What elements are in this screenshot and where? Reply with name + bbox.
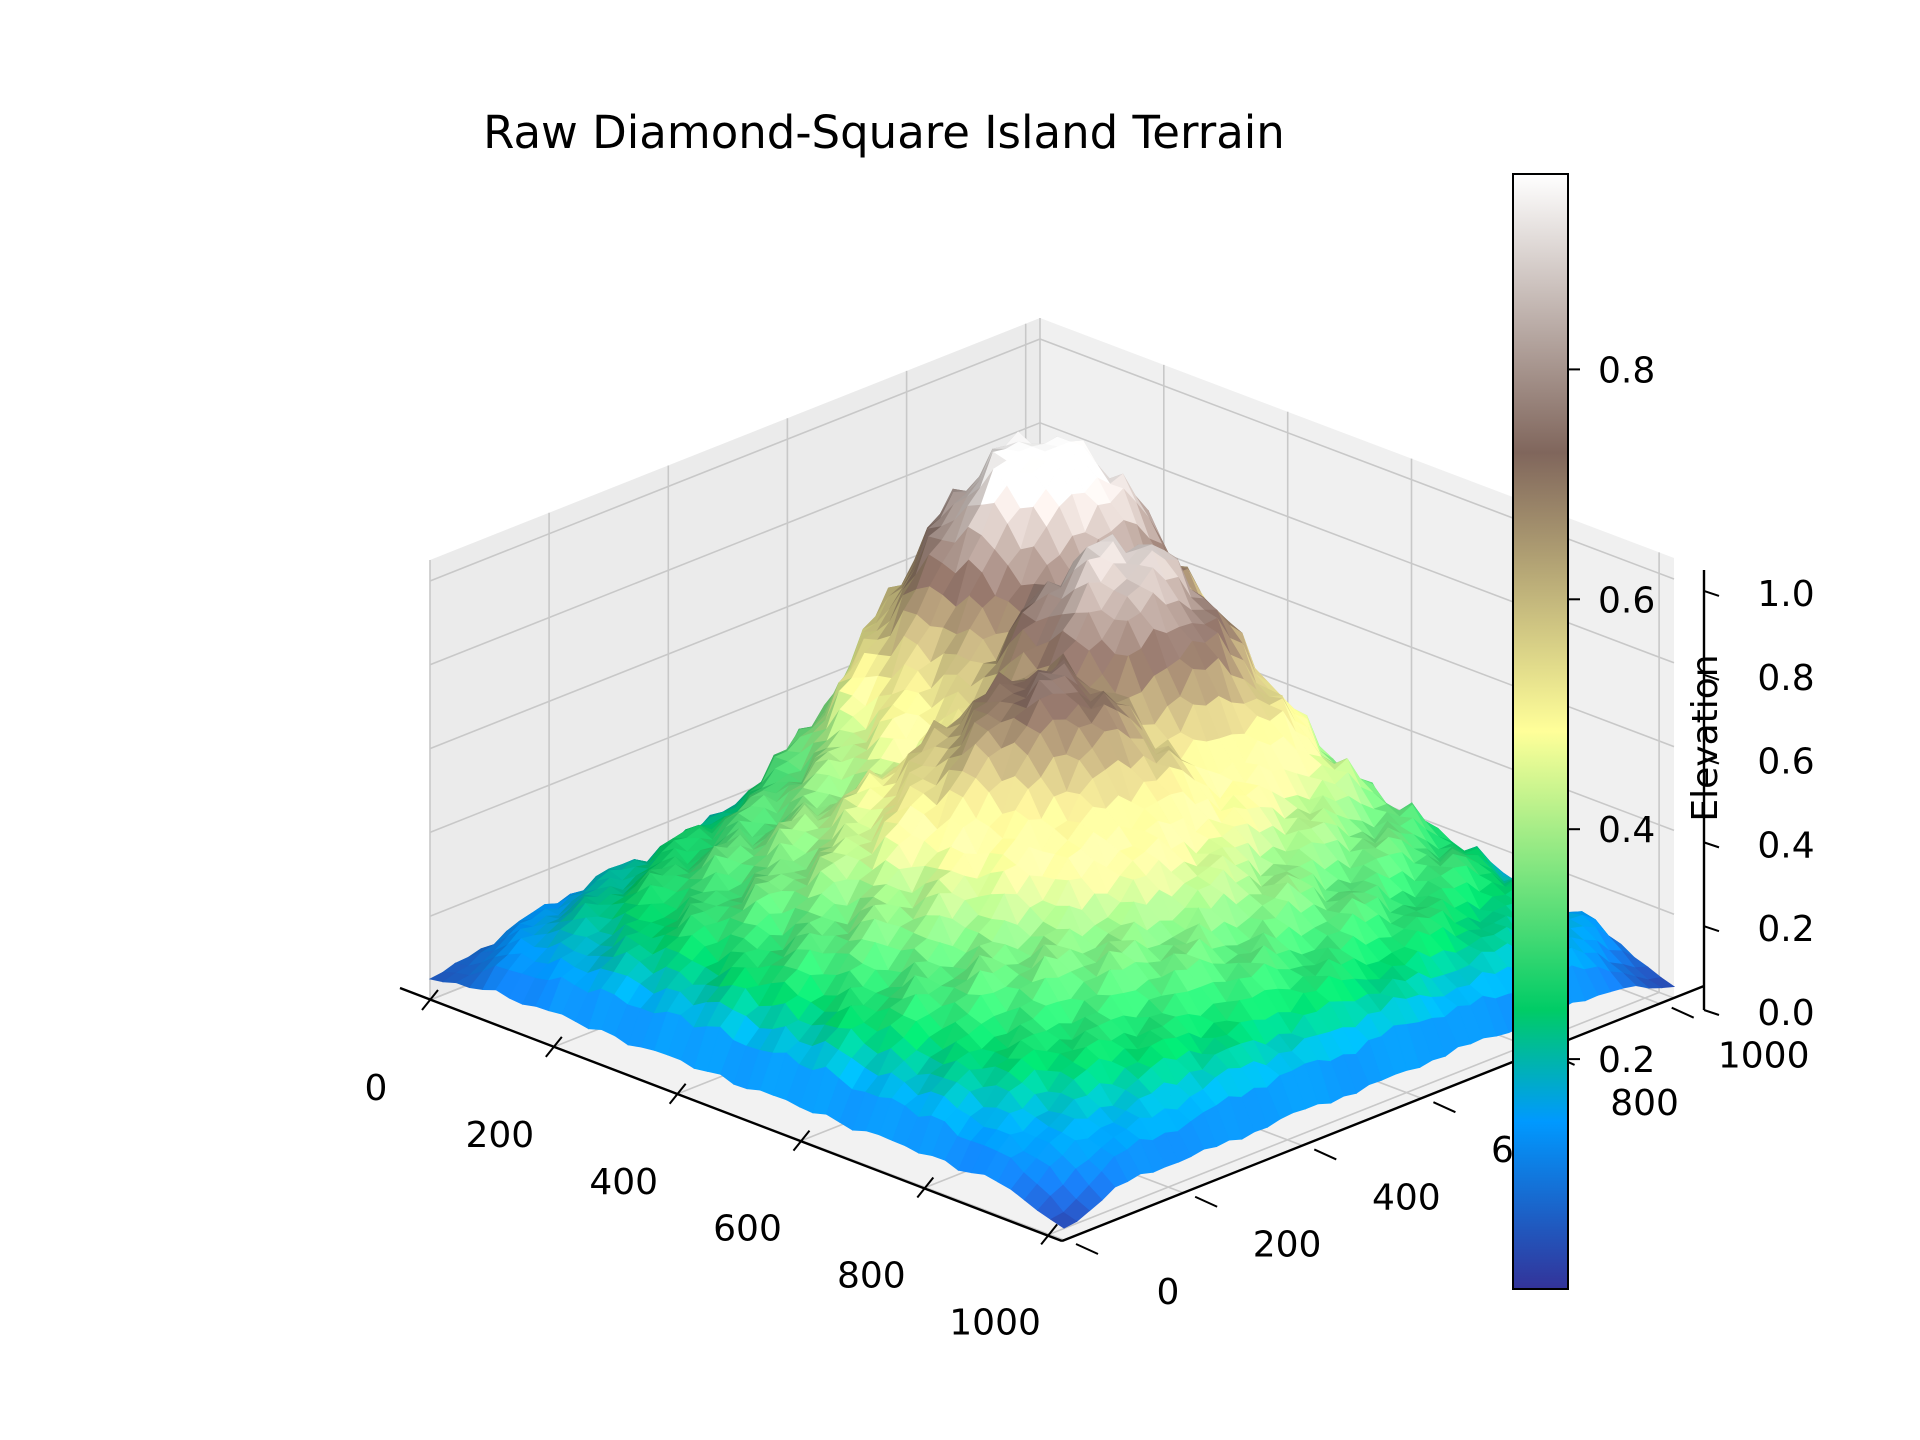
x-tick-label: 600 [713, 1209, 782, 1250]
x-tick-mark [668, 1083, 687, 1105]
z-tick-label: 0.2 [1757, 909, 1814, 950]
z-tick-mark [1703, 673, 1720, 681]
x-tick-mark [421, 989, 439, 1011]
y-tick-label: 400 [1372, 1178, 1441, 1219]
colorbar-gradient [1512, 173, 1569, 1290]
z-tick-label: 0.0 [1757, 993, 1814, 1034]
x-tick-mark [545, 1036, 563, 1058]
colorbar-tick-label: 0.6 [1598, 580, 1655, 621]
z-tick-mark [1703, 757, 1720, 765]
x-tick-label: 1000 [949, 1302, 1041, 1343]
y-tick-mark [1433, 1101, 1456, 1114]
y-tick-label: 0 [1157, 1272, 1180, 1313]
terrain-surface [428, 431, 1676, 1229]
x-tick-label: 0 [365, 1068, 388, 1109]
x-tick-label: 800 [837, 1256, 906, 1297]
x-axis-line [399, 986, 1063, 1243]
z-tick-label: 1.0 [1757, 574, 1814, 615]
axis-ticks: 02004006008001000020040060080010000.00.2… [365, 574, 1815, 1343]
left-pane [430, 318, 1040, 1000]
z-tick-mark [1703, 590, 1720, 597]
y-tick-mark [1671, 1006, 1695, 1019]
z-tick-mark [1703, 925, 1720, 933]
z-tick-mark [1703, 841, 1720, 849]
colorbar-tick-label: 0.8 [1598, 350, 1655, 391]
surface-patch [1050, 1212, 1078, 1229]
colorbar: 0.2 0.4 0.6 0.8 Elevation [1512, 173, 1726, 1290]
grid-line-z [429, 421, 1675, 666]
colorbar-tick-label: 0.2 [1598, 1040, 1655, 1081]
z-tick-label: 0.6 [1757, 742, 1814, 783]
y-tick-mark [1194, 1195, 1218, 1208]
x-tick-label: 200 [465, 1115, 534, 1156]
colorbar-label: Elevation [1685, 654, 1726, 821]
y-tick-label: 1000 [1718, 1036, 1810, 1077]
colorbar-tick-label: 0.4 [1598, 810, 1655, 851]
y-tick-label: 200 [1253, 1225, 1322, 1266]
y-tick-mark [1313, 1148, 1337, 1161]
x-tick-mark [1040, 1223, 1058, 1245]
axes-lines [399, 570, 1706, 1243]
x-tick-mark [916, 1176, 935, 1199]
y-axis-line [1061, 984, 1705, 1243]
z-tick-label: 0.8 [1757, 658, 1814, 699]
x-tick-label: 400 [589, 1162, 658, 1203]
z-tick-mark [1703, 1009, 1720, 1016]
y-tick-mark [1075, 1243, 1099, 1255]
chart-title: Raw Diamond-Square Island Terrain [483, 106, 1285, 159]
colorbar-ticks: 0.2 0.4 0.6 0.8 [1568, 350, 1655, 1081]
x-tick-mark [792, 1130, 811, 1152]
grid-line-z [429, 338, 1675, 582]
y-tick-label: 800 [1610, 1083, 1679, 1124]
z-tick-label: 0.4 [1757, 825, 1814, 866]
